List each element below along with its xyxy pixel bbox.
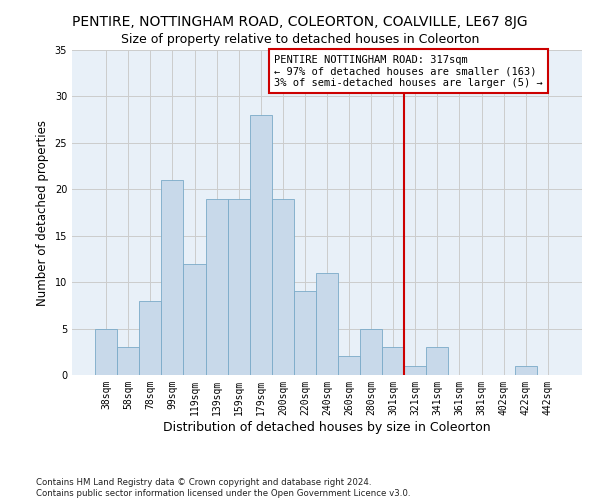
Bar [272, 198, 294, 375]
Y-axis label: Number of detached properties: Number of detached properties [36, 120, 49, 306]
Bar [139, 300, 161, 375]
Bar [95, 328, 117, 375]
Bar [515, 366, 537, 375]
Bar [184, 264, 206, 375]
Bar [161, 180, 184, 375]
Bar [316, 273, 338, 375]
Text: PENTIRE, NOTTINGHAM ROAD, COLEORTON, COALVILLE, LE67 8JG: PENTIRE, NOTTINGHAM ROAD, COLEORTON, COA… [72, 15, 528, 29]
Bar [206, 198, 227, 375]
Text: Size of property relative to detached houses in Coleorton: Size of property relative to detached ho… [121, 32, 479, 46]
Text: PENTIRE NOTTINGHAM ROAD: 317sqm
← 97% of detached houses are smaller (163)
3% of: PENTIRE NOTTINGHAM ROAD: 317sqm ← 97% of… [274, 54, 543, 88]
Bar [382, 347, 404, 375]
Bar [427, 347, 448, 375]
Bar [404, 366, 427, 375]
Bar [117, 347, 139, 375]
Bar [360, 328, 382, 375]
Bar [294, 292, 316, 375]
Bar [250, 115, 272, 375]
X-axis label: Distribution of detached houses by size in Coleorton: Distribution of detached houses by size … [163, 420, 491, 434]
Bar [227, 198, 250, 375]
Bar [338, 356, 360, 375]
Text: Contains HM Land Registry data © Crown copyright and database right 2024.
Contai: Contains HM Land Registry data © Crown c… [36, 478, 410, 498]
